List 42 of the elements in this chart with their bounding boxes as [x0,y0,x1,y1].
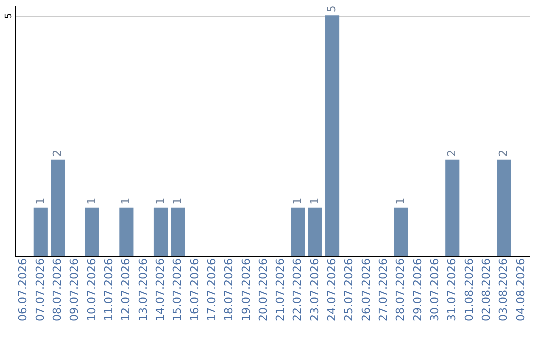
x-tick-label: 04.08.2026 [514,258,528,322]
x-tick-label: 18.07.2026 [222,258,236,322]
x-tick-label: 24.07.2026 [326,258,339,322]
x-tick-label: 22.07.2026 [291,258,304,322]
x-tick-label: 14.07.2026 [154,258,167,322]
x-tick-label: 02.08.2026 [480,258,493,322]
x-tick-label: 07.07.2026 [34,258,47,322]
data-label: 1 [291,198,304,205]
x-tick-label: 19.07.2026 [240,258,253,322]
data-label: 2 [51,150,64,157]
x-tick-label: 01.08.2026 [462,258,476,322]
x-tick-label: 29.07.2026 [411,258,424,322]
x-tick-label: 13.07.2026 [136,258,150,322]
x-tick-label: 16.07.2026 [188,258,202,322]
x-tick-label: 08.07.2026 [51,258,64,322]
data-label: 1 [171,198,184,205]
data-label: 2 [446,150,459,157]
x-tick-label: 20.07.2026 [256,258,270,322]
x-tick-label: 15.07.2026 [171,258,184,322]
data-label: 1 [34,198,47,205]
data-label: 1 [308,198,322,205]
x-tick-label: 27.07.2026 [377,258,390,322]
x-tick-label: 25.07.2026 [342,258,356,322]
x-tick-label: 31.07.2026 [446,258,459,322]
data-label: 2 [497,150,510,157]
x-tick-label: 30.07.2026 [428,258,442,322]
x-tick-label: 06.07.2026 [16,258,30,322]
x-tick-label: 09.07.2026 [68,258,82,322]
x-tick-label: 17.07.2026 [205,258,218,322]
x-tick-label: 03.08.2026 [497,258,510,322]
x-tick-label: 10.07.2026 [85,258,98,322]
x-tick-label: 12.07.2026 [120,258,133,322]
data-label: 1 [120,198,133,205]
data-label: 1 [394,198,408,205]
x-tick-label: 28.07.2026 [394,258,408,322]
data-label: 1 [154,198,167,205]
x-tick-label: 26.07.2026 [360,258,373,322]
x-tick-label: 11.07.2026 [102,258,116,322]
x-tick-label: 23.07.2026 [308,258,322,322]
data-label: 5 [326,6,339,13]
data-label: 1 [85,198,98,205]
x-tick-label: 21.07.2026 [274,258,288,322]
